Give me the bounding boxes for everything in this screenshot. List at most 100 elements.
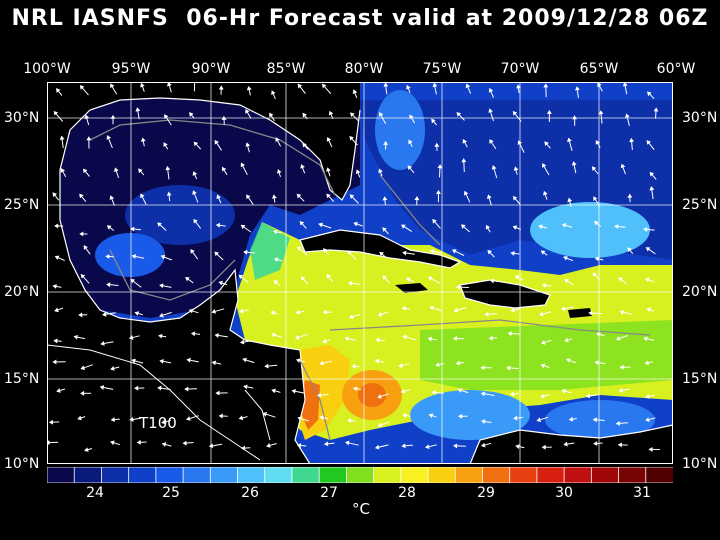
lon-tick-label: 90°W — [191, 61, 231, 77]
wind-arrow-head — [401, 306, 406, 311]
colorbar-swatch — [482, 467, 511, 483]
wind-arrow-head — [184, 386, 189, 392]
wind-arrow-head — [264, 363, 269, 369]
wind-arrow-head — [345, 440, 350, 446]
wind-arrow-head — [296, 443, 302, 449]
wind-arrow-head — [165, 165, 171, 171]
wind-arrow-head — [512, 195, 518, 201]
colorbar-tick-label: 28 — [398, 485, 416, 501]
wind-arrow-head — [114, 167, 119, 172]
wind-arrow-head — [480, 391, 486, 397]
wind-arrow-head — [460, 224, 466, 229]
colorbar — [47, 467, 673, 483]
colorbar-tick-label: 31 — [633, 485, 651, 501]
wind-arrow-head — [428, 413, 434, 418]
wind-arrow-head — [563, 255, 568, 261]
wind-arrow-head — [353, 221, 358, 227]
wind-arrow-head — [300, 164, 305, 169]
wind-arrow-head — [378, 168, 383, 174]
wind-arrow-head — [647, 91, 652, 97]
wind-arrow-head — [300, 276, 306, 281]
wind-arrow-head — [140, 82, 145, 88]
colorbar-swatch — [454, 467, 484, 483]
wind-arrow-head — [592, 417, 597, 423]
wind-arrow-head — [427, 336, 432, 342]
wind-arrow-head — [106, 225, 112, 230]
wind-arrow-head — [645, 247, 651, 252]
wind-arrow-head — [489, 278, 495, 284]
wind-arrow-head — [512, 110, 518, 116]
wind-arrow-head — [491, 165, 497, 170]
wind-arrow-head — [374, 444, 380, 450]
wind-arrow-head — [131, 254, 137, 259]
lat-tick-label-right: 25°N — [682, 197, 718, 213]
wind-arrow-head — [275, 137, 280, 142]
wind-arrow-head — [347, 418, 352, 424]
wind-arrow-head — [402, 334, 407, 340]
wind-arrow-head — [214, 251, 219, 257]
colorbar-tick-label: 25 — [162, 485, 180, 501]
wind-arrow-head — [485, 224, 491, 230]
wind-arrow-head — [646, 140, 652, 145]
wind-arrow-head — [429, 249, 435, 254]
wind-arrow-head — [73, 334, 78, 340]
wind-arrow-head — [135, 107, 141, 112]
wind-arrow-head — [649, 171, 655, 177]
coastline-hispaniola — [459, 279, 551, 309]
colorbar-swatch — [536, 467, 566, 483]
wind-arrow-head — [323, 441, 329, 447]
lon-tick-label: 100°W — [23, 61, 71, 77]
wind-arrow-head — [406, 84, 411, 90]
wind-arrow-head — [382, 227, 387, 232]
atlantic-light-patch — [375, 90, 425, 170]
wind-arrow-head — [216, 194, 221, 200]
wind-arrow-head — [188, 308, 194, 314]
wind-arrow-head — [378, 111, 384, 117]
lon-tick-label: 85°W — [266, 61, 306, 77]
wind-arrow-head — [270, 310, 276, 316]
wind-arrow-head — [594, 256, 600, 262]
wind-arrow-head — [564, 279, 569, 284]
wind-arrow-head — [326, 193, 331, 199]
wind-arrow-head — [644, 360, 649, 366]
wind-arrow-head — [326, 137, 332, 142]
wind-arrow-head — [351, 363, 356, 369]
wind-arrow-head — [401, 224, 406, 229]
wind-arrow-head — [60, 168, 66, 173]
wind-arrow-head — [189, 112, 194, 117]
wind-arrow-head — [296, 193, 302, 199]
wind-arrow-head — [402, 250, 407, 256]
colorbar-swatch — [590, 467, 620, 483]
wind-arrow-head — [182, 440, 187, 446]
wind-arrow-head — [629, 137, 635, 143]
wind-arrow-head — [436, 189, 441, 194]
wind-arrow-head — [401, 443, 406, 449]
wind-arrow-head — [572, 115, 577, 120]
wind-arrow-head — [379, 251, 384, 257]
lon-tick-label: 75°W — [422, 61, 462, 77]
wind-arrow-head — [54, 255, 60, 261]
wind-arrow-head — [344, 336, 349, 342]
wind-arrow-head — [540, 340, 546, 345]
wind-arrow-head — [540, 250, 546, 255]
wind-arrow-head — [83, 245, 88, 250]
wind-arrow-head — [48, 419, 54, 425]
wind-arrow-head — [326, 273, 331, 279]
wind-arrow-head — [431, 390, 436, 395]
wind-arrow-head — [130, 278, 136, 284]
wind-arrow-head — [243, 249, 248, 255]
colorbar-swatch — [373, 467, 402, 483]
wind-arrow-head — [240, 224, 246, 230]
wind-arrow-head — [574, 86, 580, 91]
wind-arrow-head — [627, 247, 632, 252]
wind-arrow-head — [269, 112, 274, 118]
wind-arrow-head — [507, 331, 512, 337]
wind-arrow-head — [488, 108, 493, 113]
region-label: T100 — [138, 414, 177, 432]
wind-arrow-head — [431, 118, 436, 124]
wind-arrow-head — [52, 284, 57, 289]
wind-arrow-head — [591, 166, 597, 171]
wind-arrow-head — [186, 416, 191, 421]
atlantic-green-patch — [530, 202, 650, 258]
wind-arrow-head — [134, 311, 140, 316]
